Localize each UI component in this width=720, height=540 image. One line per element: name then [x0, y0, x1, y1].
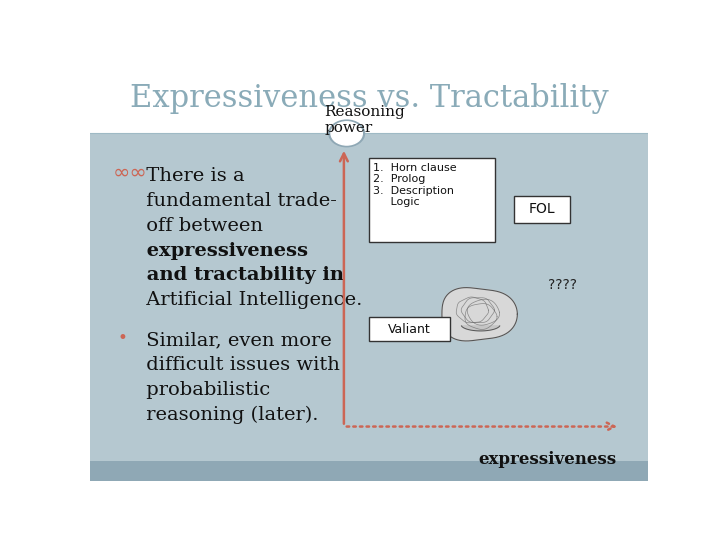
Text: Reasoning
power: Reasoning power — [324, 105, 405, 136]
Text: difficult issues with: difficult issues with — [140, 356, 340, 374]
Text: Expressiveness vs. Tractability: Expressiveness vs. Tractability — [130, 83, 608, 114]
Text: ∞∞: ∞∞ — [112, 163, 147, 183]
Text: fundamental trade-: fundamental trade- — [140, 192, 337, 210]
Circle shape — [329, 120, 364, 147]
Text: Similar, even more: Similar, even more — [140, 331, 332, 349]
Text: expressiveness: expressiveness — [479, 451, 616, 469]
Circle shape — [334, 124, 359, 143]
Polygon shape — [442, 288, 518, 341]
Text: reasoning (later).: reasoning (later). — [140, 406, 319, 424]
Text: FOL: FOL — [528, 202, 555, 217]
Circle shape — [331, 122, 362, 145]
Text: Valiant: Valiant — [388, 323, 431, 336]
Text: ????: ???? — [547, 278, 577, 292]
Polygon shape — [462, 326, 500, 331]
Bar — [369, 158, 495, 241]
Bar — [90, 461, 648, 481]
Bar — [90, 133, 648, 461]
Text: off between: off between — [140, 217, 264, 234]
Text: There is a: There is a — [140, 167, 245, 185]
Bar — [369, 317, 450, 341]
Text: 1.  Horn clause
2.  Prolog
3.  Description
     Logic: 1. Horn clause 2. Prolog 3. Description … — [374, 163, 457, 207]
Text: probabilistic: probabilistic — [140, 381, 271, 399]
Bar — [90, 65, 648, 133]
Text: expressiveness: expressiveness — [140, 241, 308, 260]
Bar — [514, 196, 570, 223]
Text: and tractability in: and tractability in — [140, 266, 344, 285]
Text: •: • — [118, 329, 127, 347]
Text: Artificial Intelligence.: Artificial Intelligence. — [140, 292, 363, 309]
